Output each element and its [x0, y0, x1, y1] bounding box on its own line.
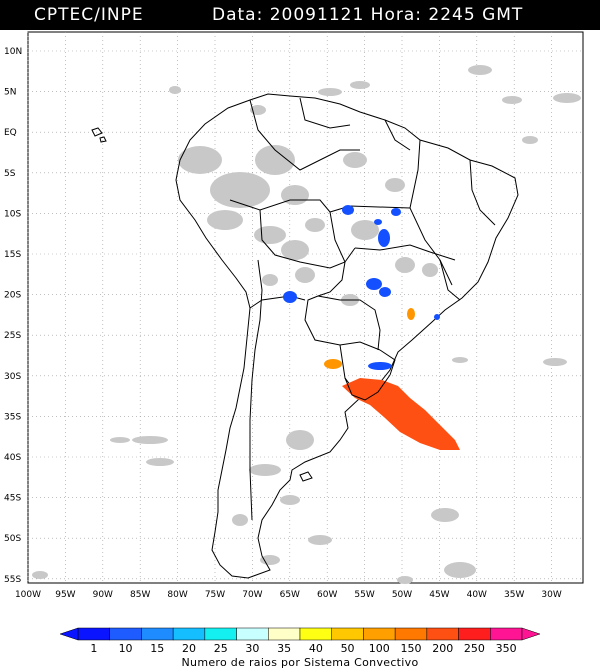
colorbar-swatch [77, 627, 110, 641]
colorbar-label: 40 [309, 642, 323, 655]
lon-tick-label: 75W [205, 590, 225, 600]
lat-tick-label: 55S [4, 575, 21, 585]
colorbar-label: 35 [277, 642, 291, 655]
colorbar-swatch [490, 627, 523, 641]
date-value: 20091121 [269, 5, 365, 25]
colorbar-label: 200 [432, 642, 453, 655]
colorbar-label: 10 [119, 642, 133, 655]
longitude-ticks: 100W 95W 90W 85W 80W 75W 70W 65W 60W 55W 50W 45W 40W… [15, 590, 562, 600]
colorbar-arrow-left [59, 627, 79, 641]
lon-tick-label: 35W [504, 590, 524, 600]
colorbar-label: 100 [369, 642, 390, 655]
coastline [91, 93, 519, 579]
colorbar-swatch [363, 627, 396, 641]
lon-tick-label: 65W [280, 590, 300, 600]
colorbar-swatch [458, 627, 491, 641]
colorbar-label: 350 [496, 642, 517, 655]
lat-tick-label: 5N [4, 88, 16, 98]
time-value: 2245 GMT [428, 5, 524, 25]
lon-tick-label: 85W [130, 590, 150, 600]
colorbar-swatch [394, 627, 428, 641]
colorbar-swatch [268, 627, 301, 641]
high-activity-systems [342, 378, 460, 450]
lat-tick-label: 15S [4, 250, 21, 260]
lon-tick-label: 60W [317, 590, 337, 600]
colorbar-label: 15 [150, 642, 164, 655]
map-frame [27, 31, 584, 584]
colorbar-label: 250 [464, 642, 485, 655]
cloud-cover [32, 65, 581, 584]
colorbar-label: 20 [182, 642, 196, 655]
colorbar-swatch [299, 627, 332, 641]
date-label: Data: [212, 5, 264, 25]
lon-tick-label: 55W [354, 590, 374, 600]
lat-tick-label: 30S [4, 372, 21, 382]
colorbar-label: 1 [90, 642, 97, 655]
colorbar-swatch [109, 627, 142, 641]
time-label: Hora: [370, 5, 422, 25]
lat-tick-label: 40S [4, 453, 21, 463]
lon-tick-label: 80W [167, 590, 187, 600]
lat-tick-label: 5S [4, 169, 16, 179]
lon-tick-label: 30W [541, 590, 561, 600]
colorbar-swatch [141, 627, 174, 641]
colorbar-swatch [236, 627, 269, 641]
colorbar-label: 25 [214, 642, 228, 655]
lat-tick-label: 10N [4, 47, 22, 57]
title-bar: CPTEC/INPE Data: 20091121 Hora: 2245 GMT [0, 0, 600, 30]
lat-tick-label: EQ [4, 128, 17, 138]
grid-lines [27, 32, 583, 583]
lon-tick-label: 90W [93, 590, 113, 600]
lat-tick-label: 10S [4, 209, 21, 219]
mid-activity-systems [324, 308, 415, 369]
latitude-ticks: 10N 5N EQ 5S 10S 15S 20S 25S 30S 35S 40S 45S 50S 55S [4, 47, 22, 585]
lat-tick-label: 25S [4, 331, 21, 341]
colorbar-label: 50 [341, 642, 355, 655]
colorbar-label: 150 [401, 642, 422, 655]
overlay-borders [344, 374, 391, 401]
lon-tick-label: 40W [467, 590, 487, 600]
colorbar-label: 30 [245, 642, 259, 655]
lat-tick-label: 50S [4, 534, 21, 544]
lon-tick-label: 70W [242, 590, 262, 600]
lon-tick-label: 50W [392, 590, 412, 600]
low-activity-systems [283, 205, 440, 370]
colorbar-swatch [204, 627, 237, 641]
colorbar-arrow-right [521, 627, 541, 641]
lon-tick-label: 95W [55, 590, 75, 600]
colorbar-swatch [172, 627, 206, 641]
lat-tick-label: 35S [4, 412, 21, 422]
colorbar-title: Numero de raios por Sistema Convectivo [182, 656, 419, 669]
lat-tick-label: 20S [4, 291, 21, 301]
lat-tick-label: 45S [4, 494, 21, 504]
source-label: CPTEC/INPE [34, 5, 144, 25]
colorbar-swatch [426, 627, 459, 641]
colorbar-swatch [331, 627, 364, 641]
lon-tick-label: 100W [15, 590, 41, 600]
colorbar: 1 10 15 20 25 30 35 40 50 100 150 200 250 350 Numero d… [59, 627, 541, 669]
datetime-label: Data: 20091121 Hora: 2245 GMT [212, 5, 523, 25]
lon-tick-label: 45W [429, 590, 449, 600]
